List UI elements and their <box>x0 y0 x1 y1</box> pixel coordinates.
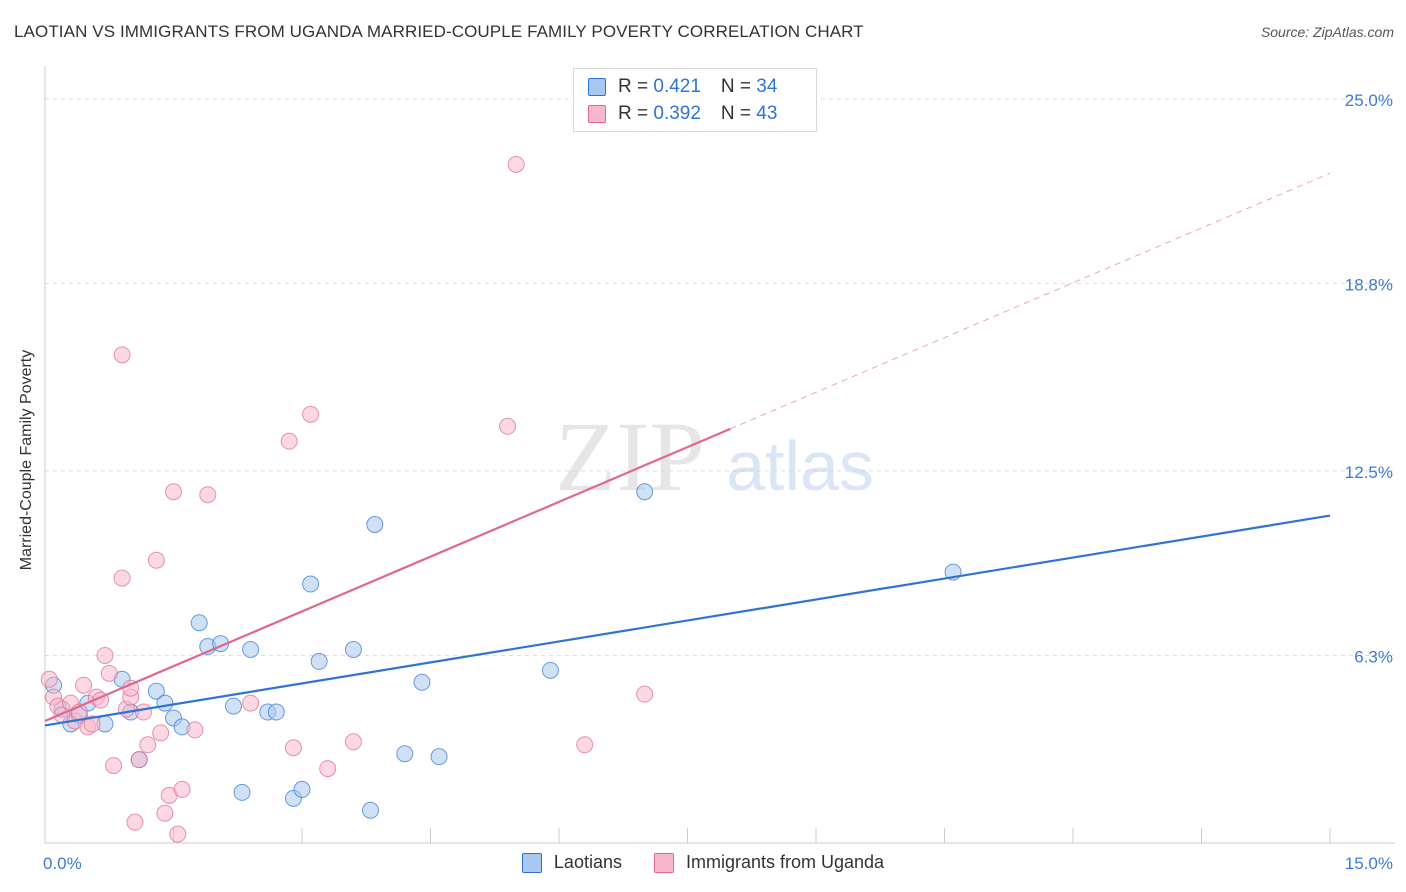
legend-row-uganda: R = 0.392 N = 43 <box>588 102 777 126</box>
uganda-trend-line <box>44 427 731 722</box>
x-tick-label-1: 15.0% <box>1345 854 1393 873</box>
uganda-point-7 <box>75 676 93 694</box>
laotians-point-23 <box>302 575 320 593</box>
uganda-point-16 <box>113 569 131 587</box>
uganda-point-26 <box>156 804 174 822</box>
axes <box>44 66 1395 844</box>
laotians-point-25 <box>344 641 362 659</box>
legend-r-laotians: 0.421 <box>653 76 701 97</box>
uganda-point-25 <box>152 724 170 742</box>
laotians-point-16 <box>224 697 242 715</box>
laotians-trend-line <box>44 514 1331 727</box>
laotians-point-31 <box>541 661 559 679</box>
laotians-point-24 <box>310 652 328 670</box>
laotians-point-28 <box>396 745 414 763</box>
uganda-point-29 <box>169 825 187 843</box>
uganda-point-37 <box>319 760 337 778</box>
legend-row-laotians: R = 0.421 N = 34 <box>588 75 777 99</box>
uganda-point-12 <box>96 646 114 664</box>
series-legend: Laotians Immigrants from Uganda <box>0 852 1406 873</box>
laotians-point-17 <box>233 783 251 801</box>
stats-legend: R = 0.421 N = 34 R = 0.392 N = 43 <box>573 68 817 132</box>
y-tick-label-2: 18.8% <box>1345 275 1393 294</box>
uganda-point-24 <box>147 551 165 569</box>
legend-label-uganda: Immigrants from Uganda <box>685 852 885 872</box>
laotians-point-22 <box>293 780 311 798</box>
y-tick-label-3: 25.0% <box>1345 91 1393 110</box>
laotians-point-26 <box>362 801 380 819</box>
uganda-point-32 <box>199 486 217 504</box>
legend-swatch-laotians-bottom <box>521 852 542 873</box>
legend-swatch-laotians <box>588 78 606 96</box>
uganda-point-40 <box>507 155 525 173</box>
uganda-point-20 <box>126 813 144 831</box>
legend-n-laotians: 34 <box>756 76 778 97</box>
laotians-point-30 <box>430 748 448 766</box>
y-tick-label-0: 6.3% <box>1354 647 1393 666</box>
watermark-atlas: atlas <box>726 427 874 505</box>
trend-lines <box>44 172 1331 727</box>
uganda-point-15 <box>113 346 131 364</box>
uganda-point-13 <box>100 664 118 682</box>
uganda-point-41 <box>576 736 594 754</box>
laotians-point-18 <box>242 641 260 659</box>
legend-label-laotians: Laotians <box>553 852 622 872</box>
uganda-point-38 <box>344 733 362 751</box>
laotians-point-29 <box>413 673 431 691</box>
legend-item-laotians[interactable]: Laotians <box>521 852 622 873</box>
legend-r-uganda: 0.392 <box>653 103 701 124</box>
uganda-trend-extension <box>730 172 1331 430</box>
laotians-point-13 <box>190 614 208 632</box>
watermark-zip: ZIP <box>555 401 705 512</box>
gridlines <box>45 98 1395 656</box>
legend-item-uganda[interactable]: Immigrants from Uganda <box>653 852 885 873</box>
legend-swatch-uganda-bottom <box>653 852 674 873</box>
watermark: ZIP atlas <box>555 401 874 512</box>
laotians-point-27 <box>366 515 384 533</box>
uganda-point-30 <box>173 780 191 798</box>
x-tick-label-0: 0.0% <box>43 854 82 873</box>
uganda-point-28 <box>165 483 182 501</box>
laotians-point-10 <box>156 694 174 712</box>
uganda-point-23 <box>139 736 157 754</box>
uganda-point-36 <box>302 405 320 423</box>
laotians-point-32 <box>636 483 654 501</box>
uganda-point-21 <box>130 751 148 769</box>
laotians-point-9 <box>147 682 165 700</box>
y-tick-label-1: 12.5% <box>1345 463 1393 482</box>
legend-swatch-uganda <box>588 105 606 123</box>
uganda-point-35 <box>284 739 302 757</box>
uganda-point-42 <box>636 685 654 703</box>
laotians-point-20 <box>267 703 285 721</box>
uganda-point-39 <box>499 417 517 435</box>
uganda-point-22 <box>135 703 153 721</box>
legend-n-uganda: 43 <box>756 103 778 124</box>
chart-title: LAOTIAN VS IMMIGRANTS FROM UGANDA MARRIE… <box>14 22 864 41</box>
uganda-point-34 <box>280 432 298 450</box>
uganda-point-31 <box>186 721 204 739</box>
uganda-point-9 <box>83 715 101 733</box>
tick-labels: 6.3% 12.5% 18.8% 25.0% 0.0% 15.0% <box>43 91 1393 873</box>
uganda-point-0 <box>40 670 58 688</box>
uganda-point-33 <box>242 694 260 712</box>
uganda-point-14 <box>105 757 123 775</box>
chart-source: Source: ZipAtlas.com <box>1260 24 1394 40</box>
